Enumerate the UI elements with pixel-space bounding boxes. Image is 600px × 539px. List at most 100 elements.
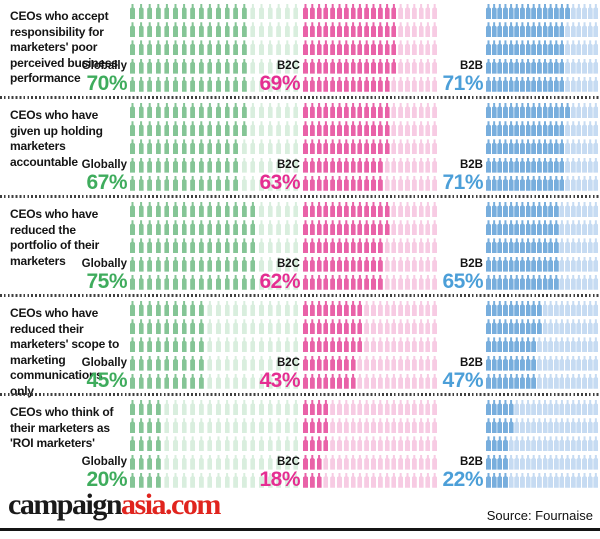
person-icon — [565, 319, 571, 335]
person-icon — [531, 157, 537, 173]
person-icon — [531, 202, 537, 217]
person-icon — [216, 301, 221, 316]
person-icon — [284, 22, 290, 38]
person-icon — [587, 373, 593, 389]
person-icon — [405, 436, 410, 452]
person-icon — [323, 400, 329, 415]
person-icon — [207, 220, 213, 236]
person-icon — [147, 22, 153, 38]
person-icon — [267, 121, 273, 137]
person-icon — [293, 22, 299, 38]
person-icon — [371, 274, 376, 290]
person-icon — [207, 175, 213, 191]
person-icon — [316, 139, 322, 155]
person-icon — [323, 103, 329, 118]
person-icon — [491, 103, 497, 118]
person-icon — [155, 121, 161, 137]
person-icon — [350, 220, 356, 236]
person-icon — [576, 337, 582, 353]
person-icon — [497, 121, 503, 137]
person-icon — [241, 301, 247, 316]
person-icon — [425, 436, 431, 452]
group-label-block: Globally 45% — [54, 356, 128, 392]
person-icon — [570, 274, 576, 290]
person-icon — [371, 4, 376, 19]
person-icon — [190, 121, 196, 137]
person-icon — [576, 202, 582, 217]
person-icon — [411, 238, 417, 254]
person-icon — [508, 436, 514, 452]
person-icon — [207, 274, 213, 290]
person-icon — [531, 301, 537, 316]
person-icon — [147, 4, 153, 19]
person-icon — [284, 157, 290, 173]
person-icon — [398, 40, 404, 56]
person-icon — [138, 4, 144, 19]
person-icon — [587, 337, 593, 353]
person-icon — [130, 319, 135, 335]
person-icon — [343, 58, 349, 74]
person-icon — [542, 436, 548, 452]
person-icon — [418, 76, 424, 92]
person-icon — [309, 220, 315, 236]
person-icon — [259, 454, 264, 470]
person-icon — [582, 400, 588, 415]
person-icon — [250, 202, 256, 217]
pictogram-grid — [486, 202, 599, 293]
person-icon — [198, 4, 204, 19]
group-label-block: Globally 67% — [54, 158, 128, 194]
person-icon — [343, 301, 349, 316]
person-icon — [330, 355, 336, 371]
person-icon — [259, 40, 264, 56]
person-icon — [425, 175, 431, 191]
person-icon — [309, 157, 315, 173]
person-icon — [570, 40, 576, 56]
person-icon — [190, 157, 196, 173]
person-icon — [284, 337, 290, 353]
person-icon — [181, 454, 187, 470]
person-icon — [130, 400, 135, 415]
person-icon — [536, 400, 542, 415]
person-icon — [542, 355, 548, 371]
person-icon — [224, 373, 230, 389]
person-icon — [593, 76, 599, 92]
person-icon — [411, 400, 417, 415]
person-icon — [548, 139, 554, 155]
person-icon — [405, 355, 410, 371]
person-icon — [350, 454, 356, 470]
person-icon — [405, 301, 410, 316]
person-icon — [548, 238, 554, 254]
person-icon — [233, 454, 239, 470]
person-icon — [164, 454, 170, 470]
person-icon — [284, 301, 290, 316]
person-icon — [593, 40, 599, 56]
person-icon — [364, 76, 370, 92]
person-icon — [559, 58, 565, 74]
person-icon — [425, 454, 431, 470]
person-icon — [130, 157, 135, 173]
person-icon — [587, 4, 593, 19]
person-icon — [519, 400, 525, 415]
person-icon — [497, 400, 503, 415]
person-icon — [173, 256, 178, 272]
percent-value: 47% — [442, 369, 483, 392]
person-icon — [582, 220, 588, 236]
person-icon — [138, 103, 144, 118]
person-icon — [405, 256, 410, 272]
person-icon — [309, 121, 315, 137]
person-icon — [224, 355, 230, 371]
person-icon — [519, 355, 525, 371]
person-icon — [350, 40, 356, 56]
person-icon — [411, 139, 417, 155]
person-icon — [198, 220, 204, 236]
person-icon — [398, 22, 404, 38]
person-icon — [593, 301, 599, 316]
person-icon — [190, 454, 196, 470]
person-icon — [576, 76, 582, 92]
person-icon — [531, 76, 537, 92]
person-icon — [371, 121, 376, 137]
person-icon — [553, 400, 559, 415]
percent-value: 65% — [442, 270, 483, 293]
person-icon — [357, 454, 363, 470]
person-icon — [497, 157, 503, 173]
